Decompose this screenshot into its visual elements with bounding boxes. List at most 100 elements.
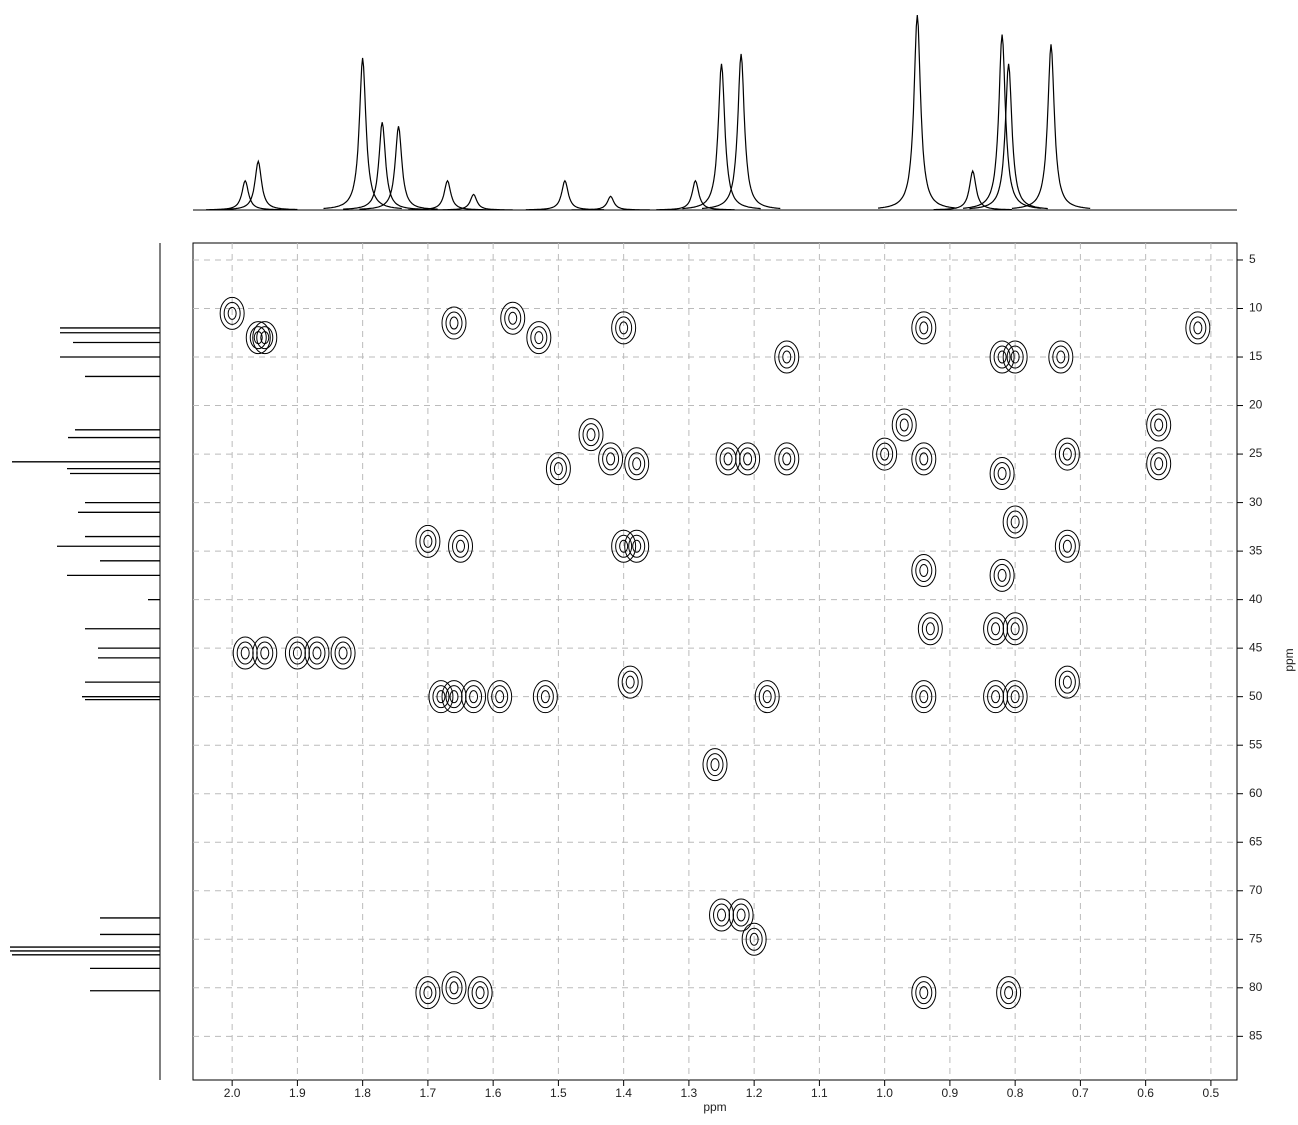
cross-peak xyxy=(475,986,485,1000)
cross-peak xyxy=(445,976,463,1000)
projection-peak xyxy=(219,159,298,211)
cross-peak xyxy=(1010,690,1020,704)
cross-peak xyxy=(445,311,463,335)
cross-peak xyxy=(1006,617,1024,641)
cross-peak xyxy=(911,554,937,588)
cross-peak xyxy=(467,976,493,1010)
x-tick-label: 1.6 xyxy=(485,1086,502,1100)
cross-peak xyxy=(911,976,937,1010)
cross-peak xyxy=(702,748,728,782)
cross-peak xyxy=(532,680,558,714)
cross-peak xyxy=(997,350,1007,364)
cross-peak xyxy=(449,690,459,704)
cross-peak xyxy=(471,981,489,1005)
cross-peak xyxy=(1006,510,1024,534)
cross-peak xyxy=(1056,350,1066,364)
cross-peak xyxy=(899,418,909,432)
cross-peak xyxy=(987,617,1005,641)
cross-peak xyxy=(530,326,548,350)
x-axis-label: ppm xyxy=(703,1100,726,1114)
cross-peak xyxy=(762,690,772,704)
cross-peak xyxy=(236,641,254,665)
projection-peak xyxy=(656,179,735,211)
cross-peak xyxy=(625,675,635,689)
cross-peak xyxy=(578,418,604,452)
cross-peak xyxy=(997,466,1007,480)
cross-peak xyxy=(925,622,935,636)
cross-peak xyxy=(989,558,1015,592)
cross-peak xyxy=(415,976,441,1010)
cross-peak xyxy=(441,306,467,340)
cross-peak xyxy=(749,932,759,946)
cross-peak xyxy=(308,641,326,665)
cross-peak xyxy=(1048,340,1074,374)
cross-peak xyxy=(739,447,757,471)
y-tick-label: 50 xyxy=(1249,689,1263,703)
x-tick-label: 2.0 xyxy=(224,1086,241,1100)
projection-peak xyxy=(962,34,1042,209)
y-tick-label: 5 xyxy=(1249,252,1256,266)
cross-peak xyxy=(915,685,933,709)
cross-peak xyxy=(1054,437,1080,471)
cross-peak xyxy=(1189,316,1207,340)
cross-peak xyxy=(713,903,731,927)
cross-peak xyxy=(428,680,454,714)
cross-peak xyxy=(334,641,352,665)
cross-peak xyxy=(495,690,505,704)
cross-peak xyxy=(915,316,933,340)
cross-peak xyxy=(260,331,270,345)
projection-peak xyxy=(701,53,781,210)
cross-peak xyxy=(1150,452,1168,476)
x-tick-label: 1.3 xyxy=(681,1086,698,1100)
cross-peak xyxy=(1052,345,1070,369)
cross-peak xyxy=(632,539,642,553)
cross-peak xyxy=(1004,986,1014,1000)
cross-peak xyxy=(1146,408,1172,442)
cross-peak xyxy=(491,685,509,709)
cross-peak xyxy=(338,646,348,660)
x-tick-label: 0.5 xyxy=(1203,1086,1220,1100)
cross-peak xyxy=(778,345,796,369)
cross-peak xyxy=(1185,311,1211,345)
cross-peak xyxy=(736,908,746,922)
cross-peak xyxy=(741,922,767,956)
cross-peak xyxy=(723,452,733,466)
y-tick-label: 25 xyxy=(1249,446,1263,460)
y-tick-label: 15 xyxy=(1249,349,1263,363)
cross-peak xyxy=(996,976,1022,1010)
cross-peak xyxy=(915,981,933,1005)
cross-peak xyxy=(1146,447,1172,481)
cross-peak xyxy=(993,345,1011,369)
cross-peak xyxy=(432,685,450,709)
cross-peak xyxy=(880,447,890,461)
cross-peak xyxy=(1002,505,1028,539)
projection-peak xyxy=(933,169,1012,211)
cross-peak xyxy=(1058,442,1076,466)
cross-peak xyxy=(245,321,271,355)
cross-peak xyxy=(989,340,1015,374)
y-tick-label: 80 xyxy=(1249,980,1263,994)
cross-peak xyxy=(586,428,596,442)
cross-peak xyxy=(436,690,446,704)
cross-peak xyxy=(1002,680,1028,714)
cross-peak xyxy=(876,442,894,466)
cross-peak xyxy=(1010,350,1020,364)
cross-peak xyxy=(917,612,943,646)
cross-peak xyxy=(719,447,737,471)
cross-peak xyxy=(993,563,1011,587)
cross-peak xyxy=(1062,539,1072,553)
cross-peak xyxy=(598,442,624,476)
cross-peak xyxy=(1154,418,1164,432)
cross-peak xyxy=(606,452,616,466)
cross-peak xyxy=(456,539,466,553)
cross-peak xyxy=(553,462,563,476)
projection-peak xyxy=(359,126,438,210)
cross-peak xyxy=(774,442,800,476)
plot-frame xyxy=(192,242,1238,1081)
cross-peak xyxy=(915,559,933,583)
cross-peak xyxy=(465,685,483,709)
cross-peak xyxy=(330,636,356,670)
cross-peak xyxy=(448,529,474,563)
cross-peak xyxy=(732,903,750,927)
